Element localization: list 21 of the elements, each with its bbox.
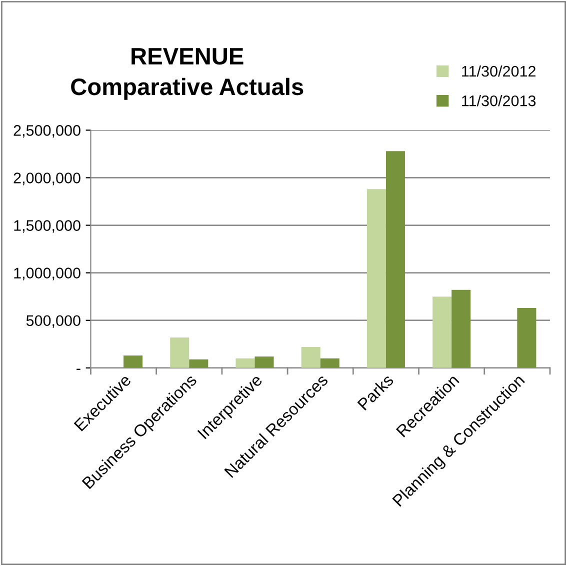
y-tick-label: 1,500,000 [14,220,80,233]
legend-label: 11/30/2013 [462,95,536,106]
chart-title: REVENUE Comparative Actuals [71,48,304,100]
bar [124,356,143,368]
y-tick-label: 2,000,000 [14,172,80,186]
legend-label: 11/30/2012 [462,65,536,77]
y-tick-label: 1,000,000 [14,268,80,280]
bar [320,358,340,368]
bar [254,356,274,368]
bar [517,308,536,368]
bar [301,346,320,368]
y-tick-label: 2,500,000 [14,125,80,138]
bar [236,358,255,368]
bar [452,290,471,368]
bar [170,337,190,368]
y-tick-label: - [76,368,80,370]
bar [386,151,405,368]
bar [189,359,208,368]
bar [432,296,452,368]
bar [366,189,386,368]
y-tick-label: 500,000 [26,315,80,328]
